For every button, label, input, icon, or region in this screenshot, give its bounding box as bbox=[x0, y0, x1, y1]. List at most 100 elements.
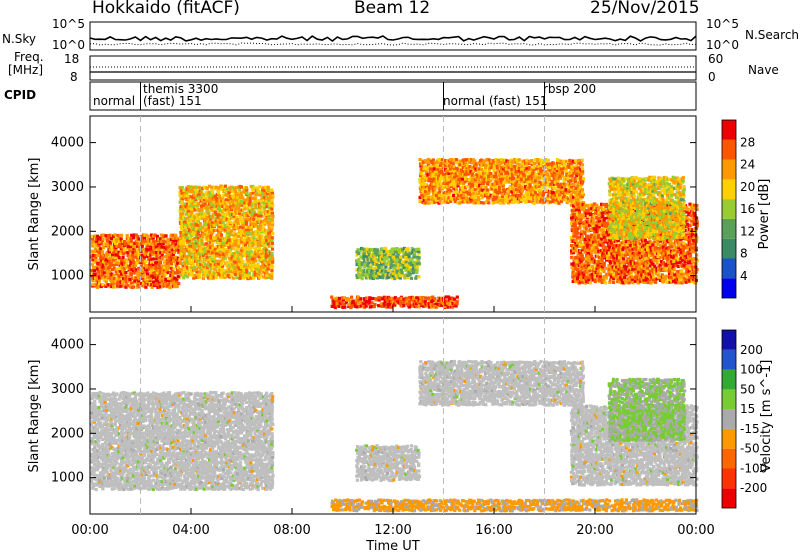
data-cell bbox=[365, 296, 369, 300]
data-cell bbox=[151, 236, 155, 240]
data-cell bbox=[180, 222, 184, 226]
data-cell bbox=[458, 177, 462, 181]
data-cell bbox=[503, 163, 507, 167]
data-cell bbox=[436, 184, 440, 188]
data-cell bbox=[249, 220, 253, 224]
data-cell bbox=[597, 278, 601, 282]
data-cell bbox=[268, 220, 272, 224]
data-cell bbox=[231, 268, 235, 272]
data-cell bbox=[157, 252, 161, 256]
data-cell bbox=[365, 255, 369, 259]
data-cell bbox=[127, 275, 131, 279]
data-cell bbox=[620, 250, 624, 254]
data-cell bbox=[506, 189, 510, 193]
data-cell bbox=[191, 260, 195, 264]
data-cell bbox=[602, 269, 606, 274]
data-cell bbox=[579, 280, 583, 284]
data-cell bbox=[150, 250, 154, 254]
data-cell bbox=[620, 203, 624, 207]
data-cell bbox=[478, 163, 482, 167]
data-cell bbox=[366, 300, 370, 304]
data-cell bbox=[404, 255, 408, 259]
data-cell bbox=[589, 243, 593, 247]
data-cell bbox=[571, 270, 575, 274]
data-cell bbox=[471, 194, 475, 198]
data-cell bbox=[108, 269, 112, 274]
data-cell bbox=[601, 266, 605, 270]
data-cell bbox=[593, 230, 597, 234]
data-cell bbox=[505, 170, 509, 174]
data-cell bbox=[351, 304, 355, 308]
data-cell bbox=[243, 253, 247, 257]
data-cell bbox=[204, 232, 208, 236]
data-cell bbox=[207, 234, 211, 238]
data-cell bbox=[179, 251, 183, 255]
data-cell bbox=[553, 164, 557, 168]
data-cell bbox=[236, 258, 240, 262]
data-cell bbox=[270, 218, 274, 222]
data-cell bbox=[138, 277, 142, 281]
data-cell bbox=[213, 212, 217, 216]
data-cell bbox=[449, 199, 453, 203]
data-cell bbox=[577, 172, 581, 176]
data-cell bbox=[121, 255, 125, 260]
data-cell bbox=[566, 192, 570, 196]
data-cell bbox=[593, 275, 597, 279]
data-cell bbox=[574, 238, 578, 242]
data-cell bbox=[511, 193, 515, 197]
data-cell bbox=[398, 255, 402, 259]
data-cell bbox=[128, 241, 132, 245]
data-cell bbox=[187, 253, 191, 258]
data-cell bbox=[370, 304, 374, 309]
data-cell bbox=[105, 252, 109, 256]
data-cell bbox=[422, 160, 426, 164]
data-cell bbox=[538, 180, 542, 184]
data-cell bbox=[109, 275, 113, 279]
data-cell bbox=[171, 252, 175, 256]
data-cell bbox=[164, 263, 168, 267]
data-cell bbox=[216, 239, 220, 243]
data-cell bbox=[211, 248, 216, 252]
data-cell bbox=[586, 251, 590, 255]
data-cell bbox=[186, 266, 190, 270]
data-cell bbox=[358, 268, 362, 272]
data-cell bbox=[527, 171, 531, 175]
data-cell bbox=[217, 262, 221, 266]
data-cell bbox=[390, 257, 394, 261]
data-cell bbox=[570, 198, 574, 202]
data-cell bbox=[126, 245, 130, 249]
data-cell bbox=[112, 285, 116, 289]
data-cell bbox=[248, 202, 252, 206]
data-cell bbox=[577, 197, 581, 201]
data-cell bbox=[609, 210, 613, 214]
data-cell bbox=[612, 256, 616, 260]
data-cell bbox=[243, 274, 247, 278]
data-cell bbox=[190, 210, 194, 214]
data-cell bbox=[446, 200, 450, 204]
data-cell bbox=[579, 161, 583, 166]
data-cell bbox=[217, 204, 221, 208]
data-cell bbox=[417, 249, 421, 254]
data-cell bbox=[604, 266, 608, 270]
data-cell bbox=[193, 199, 197, 203]
data-cell bbox=[456, 179, 460, 183]
data-cell bbox=[551, 197, 556, 202]
data-cell bbox=[191, 270, 195, 274]
data-cell bbox=[120, 266, 124, 270]
data-cell bbox=[212, 271, 217, 275]
data-cell bbox=[366, 302, 370, 306]
data-cell bbox=[266, 196, 270, 200]
data-cell bbox=[195, 191, 199, 195]
data-cell bbox=[435, 179, 439, 183]
data-cell bbox=[182, 233, 187, 237]
data-cell bbox=[386, 302, 390, 306]
data-cell bbox=[557, 185, 561, 189]
data-cell bbox=[105, 261, 109, 266]
data-cell bbox=[433, 170, 437, 174]
data-cell bbox=[492, 198, 496, 202]
data-cell bbox=[221, 228, 225, 232]
data-cell bbox=[552, 166, 556, 170]
data-cell bbox=[202, 273, 206, 277]
data-cell bbox=[573, 215, 578, 219]
cpid-lines bbox=[140, 82, 545, 110]
